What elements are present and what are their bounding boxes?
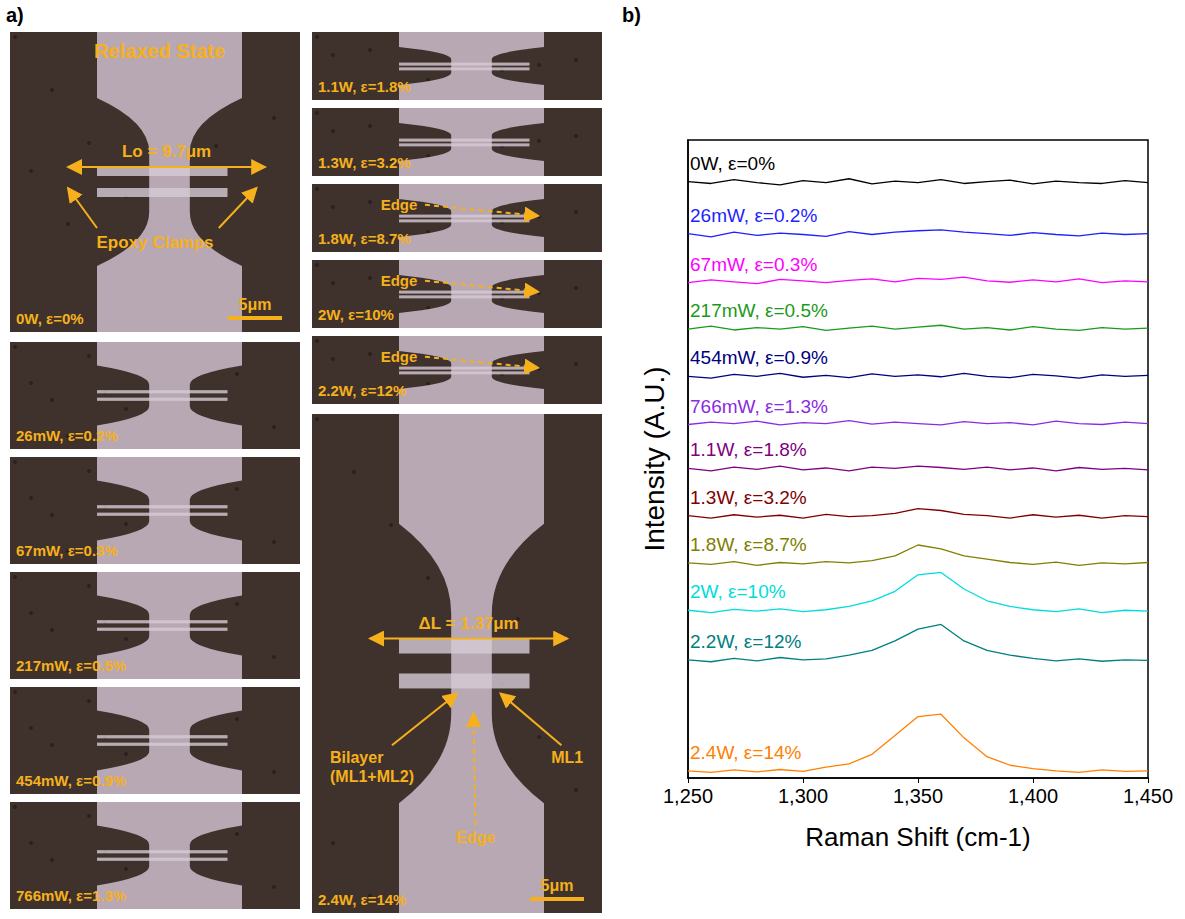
svg-text:Edge: Edge — [381, 272, 418, 289]
svg-text:2.2W, ε=12%: 2.2W, ε=12% — [690, 631, 802, 652]
svg-text:67mW, ε=0.3%: 67mW, ε=0.3% — [690, 254, 817, 275]
svg-text:Edge: Edge — [381, 196, 418, 213]
svg-text:Epoxy Clamps: Epoxy Clamps — [96, 233, 213, 252]
svg-text:766mW, ε=1.3%: 766mW, ε=1.3% — [690, 396, 828, 417]
svg-text:217mW, ε=0.5%: 217mW, ε=0.5% — [16, 657, 126, 674]
svg-text:1,350: 1,350 — [893, 785, 943, 807]
svg-text:ΔL = 1.37μm: ΔL = 1.37μm — [418, 614, 518, 633]
svg-text:766mW, ε=1.3%: 766mW, ε=1.3% — [16, 887, 126, 904]
svg-text:2W, ε=10%: 2W, ε=10% — [690, 581, 786, 602]
svg-text:Intensity (A.U.): Intensity (A.U.) — [639, 366, 670, 551]
svg-text:1.1W, ε=1.8%: 1.1W, ε=1.8% — [318, 78, 411, 95]
svg-text:217mW, ε=0.5%: 217mW, ε=0.5% — [690, 300, 828, 321]
svg-text:26mW, ε=0.2%: 26mW, ε=0.2% — [16, 427, 118, 444]
svg-text:2W, ε=10%: 2W, ε=10% — [318, 306, 394, 323]
svg-text:(ML1+ML2): (ML1+ML2) — [330, 768, 414, 785]
svg-text:Bilayer: Bilayer — [330, 749, 383, 766]
svg-text:Relaxed State: Relaxed State — [94, 40, 225, 62]
svg-text:2.2W, ε=12%: 2.2W, ε=12% — [318, 382, 406, 399]
svg-text:ML1: ML1 — [551, 749, 583, 766]
svg-text:1,450: 1,450 — [1123, 785, 1173, 807]
svg-text:67mW, ε=0.3%: 67mW, ε=0.3% — [16, 542, 118, 559]
svg-text:454mW, ε=0.9%: 454mW, ε=0.9% — [690, 347, 828, 368]
svg-text:1.3W, ε=3.2%: 1.3W, ε=3.2% — [318, 154, 411, 171]
svg-text:1.8W, ε=8.7%: 1.8W, ε=8.7% — [318, 230, 411, 247]
svg-text:0W, ε=0%: 0W, ε=0% — [16, 310, 84, 327]
svg-text:Edge: Edge — [381, 348, 418, 365]
svg-text:5μm: 5μm — [541, 877, 574, 894]
svg-text:Edge: Edge — [456, 829, 495, 846]
svg-text:2.4W, ε=14%: 2.4W, ε=14% — [318, 891, 406, 908]
svg-text:a): a) — [6, 4, 24, 26]
svg-text:1.3W, ε=3.2%: 1.3W, ε=3.2% — [690, 487, 807, 508]
svg-text:Lo = 9.7μm: Lo = 9.7μm — [122, 142, 211, 161]
svg-text:1,400: 1,400 — [1008, 785, 1058, 807]
svg-text:1.8W, ε=8.7%: 1.8W, ε=8.7% — [690, 534, 807, 555]
svg-text:454mW, ε=0.9%: 454mW, ε=0.9% — [16, 772, 126, 789]
svg-text:2.4W, ε=14%: 2.4W, ε=14% — [690, 742, 802, 763]
svg-text:0W, ε=0%: 0W, ε=0% — [690, 153, 775, 174]
svg-text:1.1W, ε=1.8%: 1.1W, ε=1.8% — [690, 439, 807, 460]
svg-text:1,250: 1,250 — [663, 785, 713, 807]
svg-text:26mW, ε=0.2%: 26mW, ε=0.2% — [690, 205, 817, 226]
svg-text:5μm: 5μm — [239, 296, 272, 313]
html-text:b): b) — [622, 4, 641, 26]
svg-text:1,300: 1,300 — [778, 785, 828, 807]
svg-text:Raman Shift (cm-1): Raman Shift (cm-1) — [805, 822, 1030, 852]
